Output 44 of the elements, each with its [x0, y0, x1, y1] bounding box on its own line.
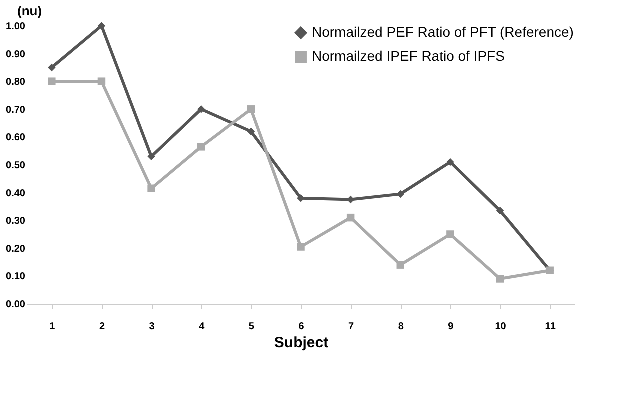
y-tick-label: 0.00	[6, 300, 26, 310]
y-tick-label: 0.40	[6, 188, 26, 200]
point	[48, 64, 56, 72]
y-tick-label: 0.70	[6, 104, 26, 116]
x-tick-label: 6	[298, 322, 305, 332]
point	[197, 143, 206, 151]
point	[247, 128, 256, 136]
point	[148, 152, 156, 161]
y-tick-label: 0.20	[6, 244, 26, 255]
point	[496, 275, 504, 283]
point	[98, 78, 106, 86]
legend-label: Normailzed IPEF Ratio of IPFS	[312, 48, 505, 64]
y-tick-label: 0.30	[6, 216, 26, 228]
point	[396, 190, 405, 198]
x-tick-label: 1	[50, 322, 56, 332]
y-tick-label: 1.00	[6, 22, 26, 32]
x-tick-label: 5	[248, 322, 255, 332]
y-axis-title: (nu)	[18, 4, 42, 18]
point	[48, 78, 56, 86]
legend-label: Normailzed PEF Ratio of PFT (Reference)	[312, 24, 574, 40]
y-tick-label: 0.10	[6, 272, 26, 283]
x-tick-label: 9	[448, 322, 454, 332]
x-tick-label: 3	[149, 322, 156, 332]
point	[197, 106, 206, 114]
x-tick-label: 11	[545, 322, 556, 332]
x-tick-label: 4	[199, 322, 206, 332]
y-tick-label: 0.90	[6, 49, 26, 60]
y-tick-label: 0.60	[6, 132, 26, 144]
point	[446, 158, 454, 166]
point	[297, 243, 305, 251]
point	[446, 230, 454, 238]
point	[247, 106, 256, 114]
point	[148, 184, 156, 193]
x-tick-label: 2	[99, 322, 106, 332]
point	[98, 22, 106, 30]
x-tick-label: 7	[348, 322, 355, 332]
point	[496, 206, 504, 215]
x-tick-label: 8	[398, 322, 404, 332]
x-axis-title: Subject	[274, 334, 329, 352]
point	[396, 261, 405, 269]
point	[346, 214, 355, 222]
y-tick-label: 0.80	[6, 77, 26, 88]
x-tick-label: 10	[495, 322, 507, 332]
y-tick-label: 0.50	[6, 160, 26, 172]
